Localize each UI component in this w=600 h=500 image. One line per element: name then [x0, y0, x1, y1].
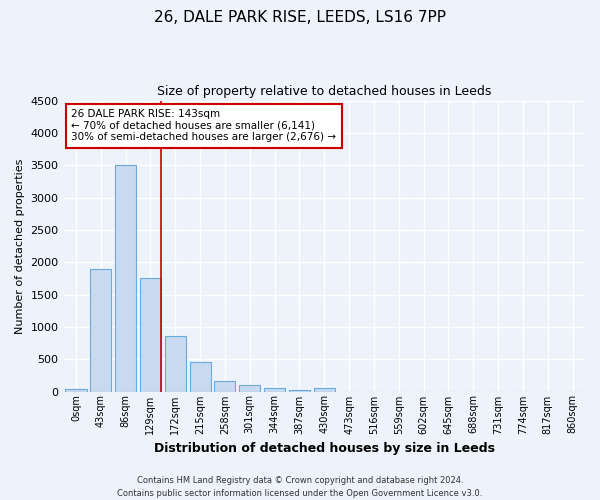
Bar — [190, 362, 211, 392]
X-axis label: Distribution of detached houses by size in Leeds: Distribution of detached houses by size … — [154, 442, 495, 455]
Bar — [115, 165, 136, 392]
Bar — [264, 388, 285, 392]
Bar — [289, 390, 310, 392]
Bar — [239, 386, 260, 392]
Bar — [214, 380, 235, 392]
Text: 26 DALE PARK RISE: 143sqm
← 70% of detached houses are smaller (6,141)
30% of se: 26 DALE PARK RISE: 143sqm ← 70% of detac… — [71, 110, 337, 142]
Title: Size of property relative to detached houses in Leeds: Size of property relative to detached ho… — [157, 85, 491, 98]
Y-axis label: Number of detached properties: Number of detached properties — [15, 158, 25, 334]
Bar — [165, 336, 186, 392]
Bar — [140, 278, 161, 392]
Bar — [90, 268, 112, 392]
Text: Contains HM Land Registry data © Crown copyright and database right 2024.
Contai: Contains HM Land Registry data © Crown c… — [118, 476, 482, 498]
Bar — [65, 389, 86, 392]
Text: 26, DALE PARK RISE, LEEDS, LS16 7PP: 26, DALE PARK RISE, LEEDS, LS16 7PP — [154, 10, 446, 25]
Bar — [314, 388, 335, 392]
